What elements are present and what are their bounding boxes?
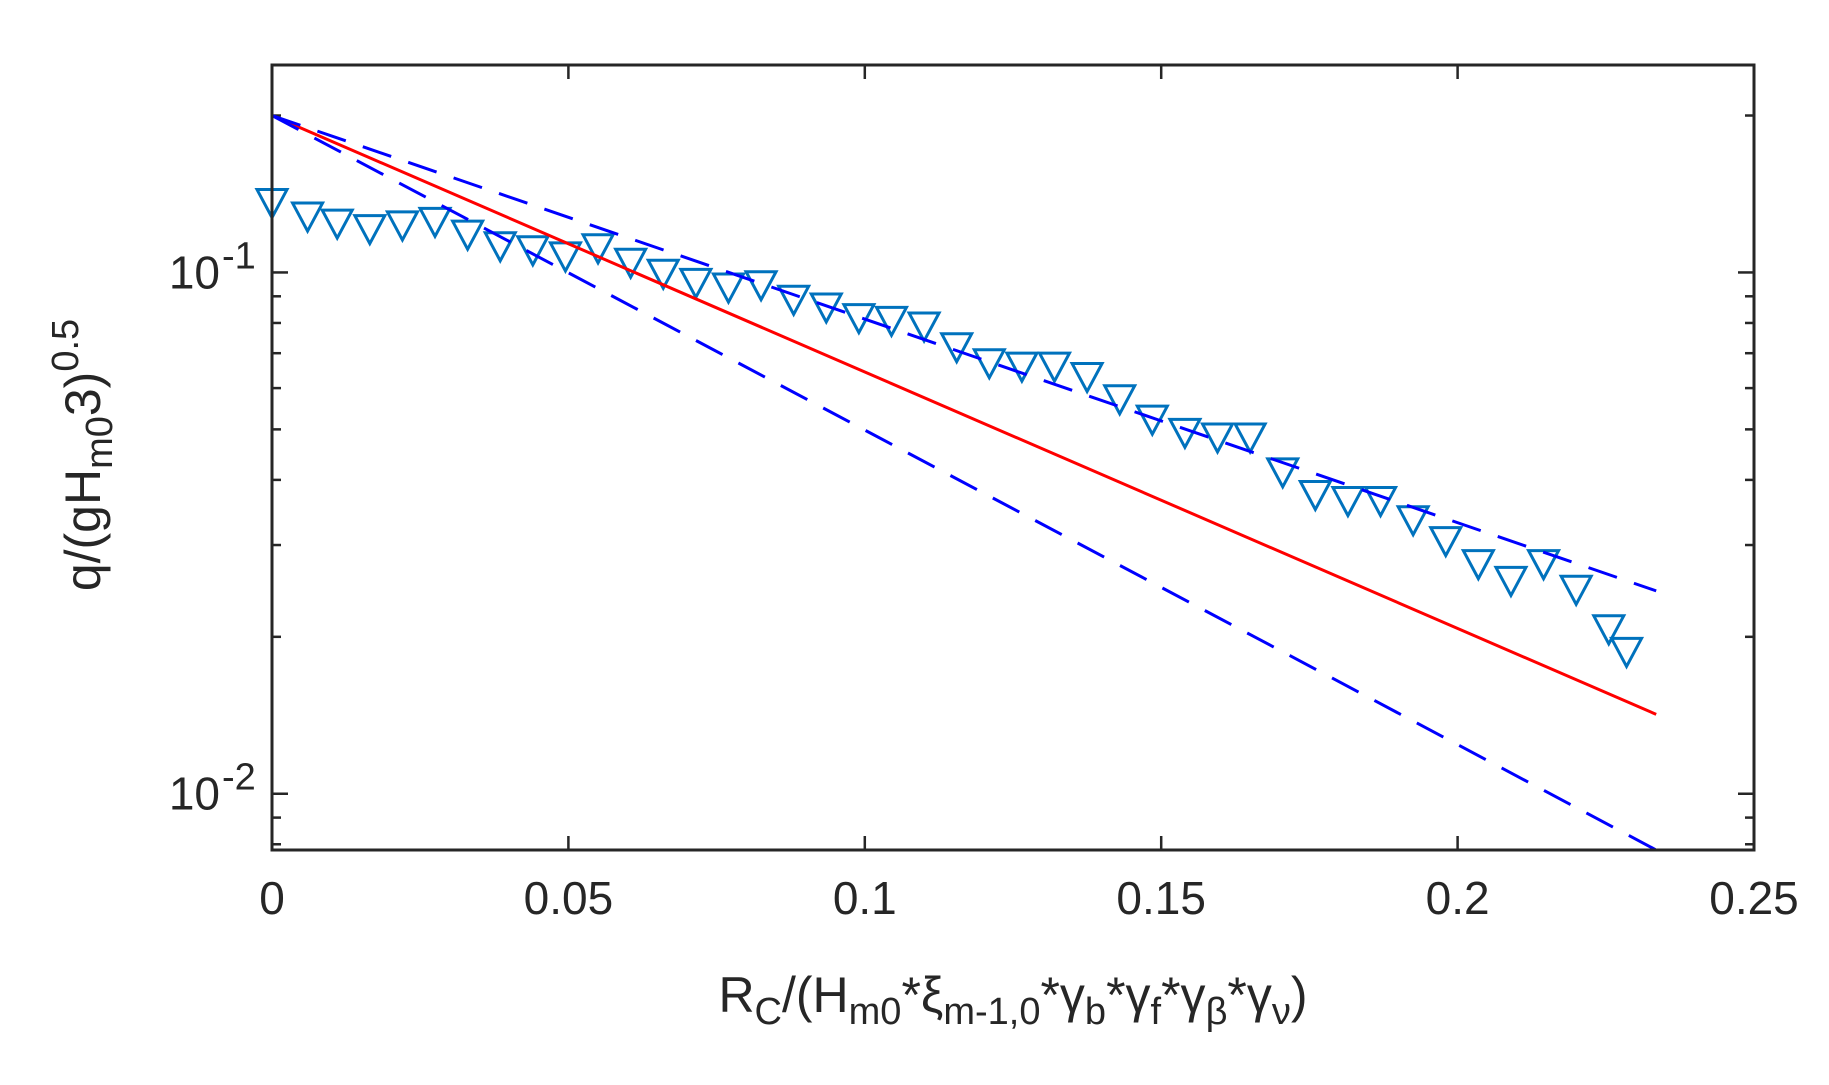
data-point-marker [1167,417,1203,451]
y-axis-title-sub: m0 [79,416,121,469]
data-point-marker [776,284,812,318]
data-point-marker [710,272,746,306]
data-point-marker [580,233,616,266]
data-point-marker [352,214,388,247]
x-axis-title-sub3: b [1085,991,1106,1033]
y-axis-title: q/(gHm03)0.5 [45,319,121,591]
x-tick-label: 0 [259,872,285,924]
data-point-marker [1363,486,1399,519]
data-point-marker [873,305,909,339]
series-line-upper-bound [271,114,1657,593]
x-axis-title-part4: *γ [1106,967,1150,1023]
data-point-marker [971,348,1007,381]
y-tick-label-base: 10 [169,246,220,298]
x-tick-label: 0.05 [524,872,614,924]
x-axis-title: RC/(Hm0*ξm-1,0*γb*γf*γβ*γν) [718,967,1307,1033]
series-layer [254,114,1657,852]
plot-area [272,65,1754,850]
data-point-marker [482,231,518,264]
y-tick-label: 10 [169,246,220,298]
data-point-marker [1558,574,1594,608]
data-point-marker [319,208,355,242]
x-tick-labels: 0 0.05 0.1 0.15 0.2 0.25 [259,872,1799,924]
x-axis-title-main-sub: C [755,991,782,1033]
y-tick-label-base: 10 [169,768,220,820]
data-point-marker [1232,422,1268,456]
data-point-marker [939,332,975,365]
data-point-marker [384,210,420,244]
data-point-marker [1591,614,1627,647]
y-tick-labels: 10-110-2 [169,235,256,819]
data-point-marker [1265,457,1301,491]
data-point-marker [645,258,681,292]
data-point-marker [1069,361,1105,395]
data-point-marker [1460,549,1496,582]
data-point-marker [1526,549,1562,582]
data-point-marker [450,219,486,253]
data-point-marker [1004,351,1040,385]
data-point-marker [743,270,779,303]
x-axis-title-part7: ) [1291,967,1308,1023]
x-axis-title-part1: /(H [782,967,849,1023]
x-axis-title-part6: *γ [1227,967,1271,1023]
data-point-marker [613,247,649,281]
data-point-marker [1609,636,1645,670]
y-axis-title-part1: q/(gH [55,469,111,591]
data-point-marker [1428,526,1464,559]
data-point-marker [515,235,551,268]
data-point-marker [1102,384,1138,417]
x-axis-title-sub1: m0 [849,991,902,1033]
data-point-marker [290,201,326,235]
data-point-marker [1036,351,1073,385]
data-point-marker [1493,565,1529,599]
x-axis-title-sub4: f [1151,991,1162,1033]
y-tick-label-exponent: -1 [222,235,256,277]
data-point-marker [906,311,942,345]
x-tick-label: 0.1 [833,872,897,924]
x-axis-title-sub5: β [1206,991,1228,1033]
data-point-marker [1297,480,1333,513]
x-axis-title-sub2: m-1,0 [943,991,1040,1033]
x-tick-label: 0.15 [1116,872,1206,924]
x-tick-label: 0.2 [1426,872,1490,924]
series-measured [254,188,1645,670]
y-axis-title-sup: 0.5 [45,319,87,372]
x-axis-title-part3: *γ [1040,967,1084,1023]
data-point-marker [417,206,453,240]
data-point-marker [678,267,714,301]
x-axis-title-part2: *ξ [901,967,943,1023]
series-line-lower-bound [271,114,1657,852]
x-axis-title-part5: *γ [1161,967,1205,1023]
x-axis-title-main: R [718,967,754,1023]
plot-frame [270,63,1756,852]
y-tick-label: 10 [169,768,220,820]
y-axis-title-part2: 3) [55,372,111,416]
y-tick-label-exponent: -2 [222,757,256,799]
x-axis-title-sub6: ν [1272,991,1291,1033]
data-point-marker [1200,422,1236,456]
data-point-marker [1330,486,1366,519]
series-line-mean-fit [271,114,1657,716]
x-tick-label: 0.25 [1709,872,1799,924]
